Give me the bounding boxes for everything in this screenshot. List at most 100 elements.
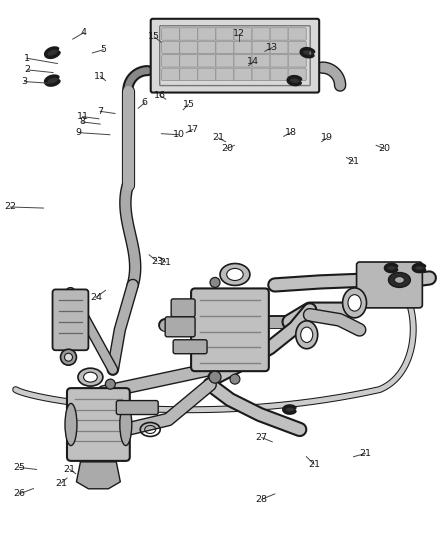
- Text: 4: 4: [81, 28, 87, 37]
- FancyBboxPatch shape: [234, 68, 252, 80]
- FancyBboxPatch shape: [180, 68, 198, 80]
- FancyBboxPatch shape: [53, 289, 88, 350]
- Circle shape: [106, 379, 115, 389]
- FancyBboxPatch shape: [252, 68, 270, 80]
- Text: 26: 26: [13, 489, 25, 498]
- FancyBboxPatch shape: [216, 41, 234, 54]
- Text: 6: 6: [142, 99, 148, 107]
- Text: 10: 10: [173, 130, 185, 139]
- FancyBboxPatch shape: [117, 401, 158, 415]
- FancyBboxPatch shape: [234, 41, 252, 54]
- Circle shape: [64, 353, 72, 361]
- FancyBboxPatch shape: [288, 28, 306, 40]
- Text: 11: 11: [94, 72, 106, 81]
- FancyBboxPatch shape: [270, 41, 288, 54]
- Ellipse shape: [227, 269, 243, 280]
- Text: 21: 21: [160, 258, 172, 266]
- Polygon shape: [413, 264, 424, 272]
- FancyBboxPatch shape: [252, 28, 270, 40]
- Polygon shape: [301, 49, 314, 56]
- Ellipse shape: [343, 288, 367, 318]
- FancyBboxPatch shape: [234, 55, 252, 67]
- FancyBboxPatch shape: [162, 28, 180, 40]
- Circle shape: [209, 371, 221, 383]
- Polygon shape: [46, 76, 59, 85]
- Text: 11: 11: [77, 112, 89, 121]
- Circle shape: [230, 374, 240, 384]
- Text: 23: 23: [151, 257, 163, 265]
- Text: 28: 28: [256, 495, 268, 504]
- Text: 2: 2: [25, 66, 31, 75]
- FancyBboxPatch shape: [288, 41, 306, 54]
- Text: 21: 21: [64, 465, 76, 474]
- Polygon shape: [46, 48, 59, 58]
- FancyBboxPatch shape: [162, 41, 180, 54]
- FancyBboxPatch shape: [180, 55, 198, 67]
- FancyBboxPatch shape: [198, 41, 216, 54]
- Text: 22: 22: [4, 203, 16, 212]
- Text: 7: 7: [97, 107, 103, 116]
- FancyBboxPatch shape: [162, 68, 180, 80]
- Polygon shape: [284, 406, 295, 413]
- FancyBboxPatch shape: [288, 55, 306, 67]
- Text: 25: 25: [13, 463, 25, 472]
- Text: 27: 27: [256, 433, 268, 442]
- FancyBboxPatch shape: [288, 68, 306, 80]
- FancyBboxPatch shape: [198, 68, 216, 80]
- Ellipse shape: [84, 372, 97, 382]
- Polygon shape: [385, 264, 397, 272]
- Text: 19: 19: [321, 133, 333, 142]
- FancyBboxPatch shape: [216, 55, 234, 67]
- FancyBboxPatch shape: [171, 299, 195, 317]
- Text: 21: 21: [55, 479, 67, 488]
- FancyBboxPatch shape: [270, 28, 288, 40]
- Text: 21: 21: [359, 449, 371, 458]
- FancyBboxPatch shape: [180, 28, 198, 40]
- Ellipse shape: [296, 321, 318, 349]
- Text: 24: 24: [90, 293, 102, 302]
- Text: 12: 12: [233, 29, 245, 38]
- FancyBboxPatch shape: [357, 262, 422, 308]
- Circle shape: [210, 278, 220, 287]
- Text: 20: 20: [221, 144, 233, 153]
- Text: 9: 9: [75, 128, 81, 137]
- FancyBboxPatch shape: [252, 41, 270, 54]
- Ellipse shape: [65, 403, 77, 446]
- Ellipse shape: [301, 327, 313, 343]
- FancyBboxPatch shape: [198, 55, 216, 67]
- Text: 21: 21: [347, 157, 360, 166]
- Text: 3: 3: [21, 77, 28, 86]
- Text: 16: 16: [154, 91, 166, 100]
- Ellipse shape: [395, 277, 404, 284]
- Text: 18: 18: [285, 128, 297, 137]
- FancyBboxPatch shape: [216, 28, 234, 40]
- Ellipse shape: [220, 263, 250, 286]
- FancyBboxPatch shape: [270, 68, 288, 80]
- FancyBboxPatch shape: [191, 288, 269, 371]
- Polygon shape: [77, 462, 120, 489]
- Text: 21: 21: [212, 133, 224, 142]
- FancyBboxPatch shape: [270, 55, 288, 67]
- Text: 14: 14: [247, 58, 259, 67]
- Ellipse shape: [78, 368, 103, 386]
- Text: 20: 20: [378, 144, 390, 153]
- Text: 21: 21: [308, 459, 320, 469]
- FancyBboxPatch shape: [234, 28, 252, 40]
- Text: 17: 17: [187, 125, 199, 134]
- Ellipse shape: [389, 272, 410, 287]
- FancyBboxPatch shape: [180, 41, 198, 54]
- Circle shape: [60, 349, 77, 365]
- Polygon shape: [288, 77, 300, 85]
- Text: 13: 13: [266, 43, 278, 52]
- Ellipse shape: [348, 295, 361, 311]
- Text: 15: 15: [183, 100, 194, 109]
- FancyBboxPatch shape: [67, 388, 130, 461]
- FancyBboxPatch shape: [173, 340, 207, 354]
- Text: 8: 8: [80, 117, 86, 126]
- FancyBboxPatch shape: [151, 19, 319, 93]
- FancyBboxPatch shape: [162, 55, 180, 67]
- FancyBboxPatch shape: [165, 317, 195, 337]
- Text: 1: 1: [24, 54, 30, 63]
- FancyBboxPatch shape: [252, 55, 270, 67]
- Text: 5: 5: [100, 45, 106, 54]
